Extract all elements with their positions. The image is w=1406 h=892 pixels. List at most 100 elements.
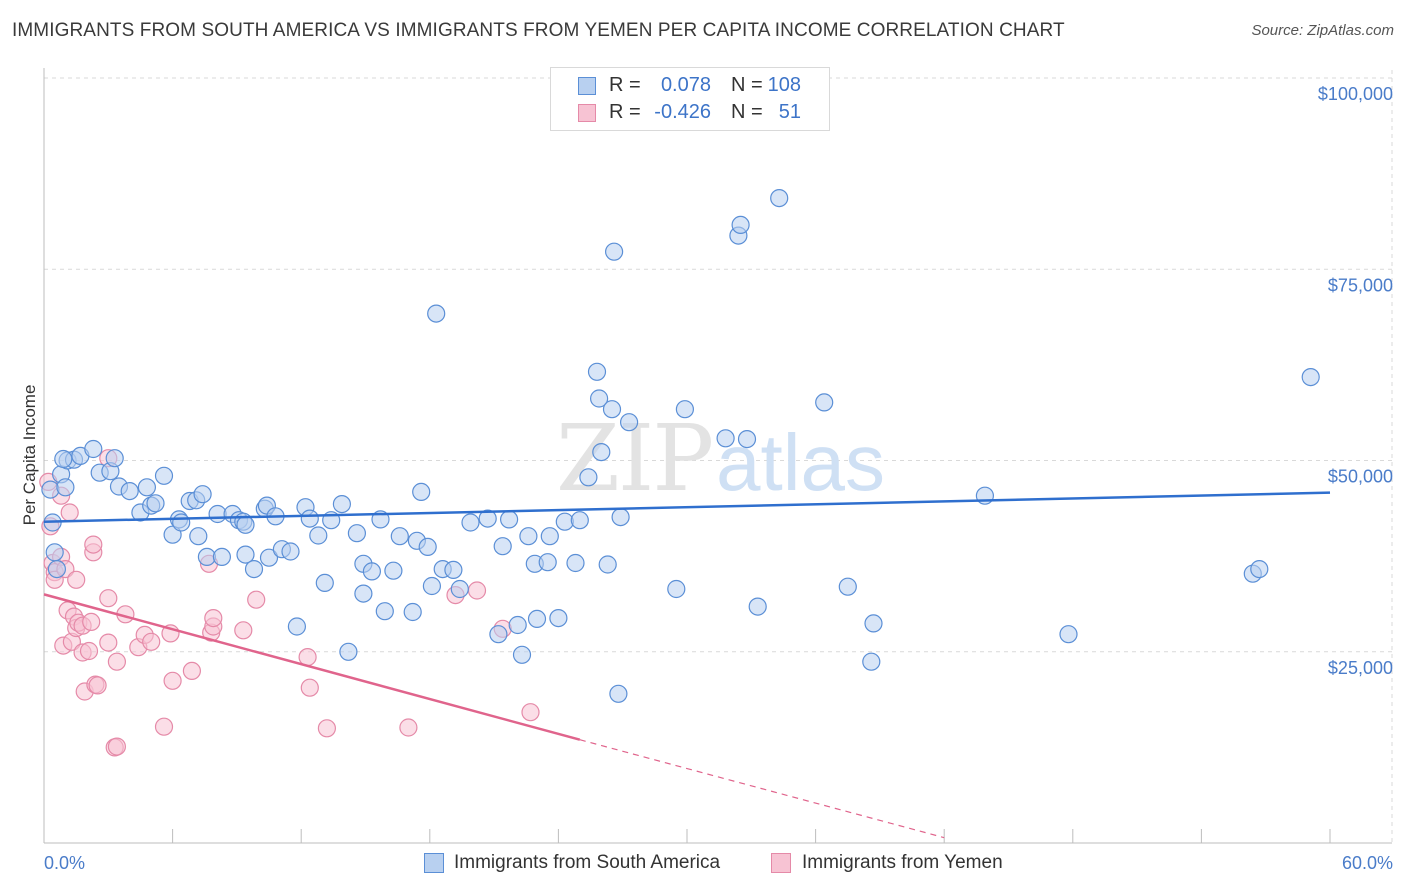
south-america-point	[770, 189, 789, 208]
yemen-point	[154, 717, 174, 736]
x-tick-label-max: 60.0%	[1342, 853, 1393, 873]
yemen-point	[300, 678, 319, 697]
south-america-point	[422, 576, 441, 596]
south-america-point	[609, 684, 628, 703]
legend-label-south-america: Immigrants from South America	[454, 852, 721, 873]
south-america-point	[493, 537, 512, 556]
south-america-point	[427, 304, 446, 323]
south-america-point	[339, 642, 358, 661]
south-america-point	[412, 482, 431, 501]
south-america-point	[461, 513, 480, 532]
south-america-point	[538, 553, 557, 572]
south-america-point	[212, 547, 231, 567]
south-america-point	[236, 545, 255, 564]
south-america-point	[172, 513, 191, 532]
south-america-point	[500, 510, 519, 529]
south-america-point	[47, 559, 67, 579]
south-america-point	[675, 400, 695, 419]
y-axis-label: Per Capita Income	[20, 385, 39, 526]
south-america-point	[731, 215, 750, 234]
legend-label-yemen: Immigrants from Yemen	[802, 852, 1003, 873]
trend-lines	[43, 491, 1331, 839]
south-america-point	[375, 602, 394, 621]
legend-n-value: 108	[767, 74, 801, 96]
south-america-point	[154, 466, 174, 485]
south-america-point	[347, 524, 366, 543]
south-america-trend-line	[43, 491, 1331, 523]
south-america-point	[815, 393, 834, 412]
series-yemen-points	[39, 449, 540, 757]
south-america-point	[1301, 368, 1320, 387]
yemen-point	[107, 652, 127, 671]
yemen-point	[79, 641, 99, 661]
south-america-point	[555, 512, 574, 531]
south-america-point	[549, 608, 568, 628]
south-america-point	[384, 561, 403, 580]
south-america-point	[418, 537, 437, 557]
y-tick-label: $50,000	[1328, 467, 1393, 487]
south-america-point	[287, 617, 306, 636]
south-america-point	[354, 584, 373, 603]
south-america-point	[45, 543, 64, 562]
series-south-america-points	[41, 189, 1320, 703]
yemen-point	[84, 535, 103, 554]
south-america-point	[54, 449, 73, 469]
legend-r-label: R =	[609, 74, 641, 96]
south-america-point	[189, 527, 208, 546]
yemen-point	[521, 703, 540, 722]
south-america-point	[390, 527, 409, 546]
yemen-point	[142, 632, 161, 651]
south-america-point	[315, 573, 334, 593]
gridlines	[44, 70, 1393, 843]
yemen-point	[82, 612, 101, 632]
yemen-point	[107, 737, 127, 756]
south-america-point	[478, 509, 497, 528]
south-america-point	[519, 527, 538, 546]
yemen-point	[60, 503, 79, 522]
correlation-legend: R = 0.078 N = 108 R = -0.426 N = 51	[550, 67, 830, 131]
yemen-point	[247, 590, 266, 609]
south-america-point	[193, 485, 212, 504]
south-america-point	[604, 242, 624, 261]
south-america-point	[667, 579, 686, 599]
south-america-point	[259, 548, 279, 567]
legend-row-south-america: R = 0.078 N = 108	[551, 74, 829, 100]
yemen-point	[88, 676, 107, 695]
south-america-point	[512, 645, 532, 664]
south-america-point	[587, 362, 607, 381]
yemen-trend-line	[43, 593, 581, 741]
axes	[43, 68, 1392, 844]
south-america-point	[236, 515, 255, 534]
south-america-point	[244, 559, 264, 579]
south-america-point	[105, 449, 124, 468]
south-america-point	[527, 609, 547, 629]
y-tick-label: $25,000	[1328, 658, 1393, 678]
south-america-point	[444, 560, 463, 580]
yemen-point	[99, 633, 118, 652]
y-tick-label: $100,000	[1318, 84, 1393, 104]
south-america-point	[748, 597, 767, 616]
south-america-point	[579, 468, 598, 487]
south-america-point	[602, 400, 622, 419]
yemen-point	[182, 661, 201, 681]
south-america-point	[611, 507, 630, 527]
south-america-point	[592, 443, 611, 462]
yemen-point	[234, 621, 253, 640]
south-america-point	[1059, 625, 1078, 644]
x-tick-label-min: 0.0%	[44, 853, 85, 873]
source-label: Source: ZipAtlas.com	[1251, 22, 1394, 39]
south-america-point	[589, 389, 609, 408]
yemen-point	[467, 581, 487, 600]
legend-n-label: N =	[731, 101, 763, 123]
yemen-point	[317, 719, 336, 738]
south-america-point	[1250, 559, 1269, 579]
south-america-point	[403, 602, 422, 622]
yemen-point	[204, 608, 223, 628]
y-tick-label: $75,000	[1328, 275, 1393, 295]
legend-swatch-pink	[578, 104, 596, 122]
legend-row-yemen: R = -0.426 N = 51	[551, 101, 829, 127]
south-america-point	[566, 553, 585, 573]
legend-r-value: -0.426	[654, 101, 711, 123]
south-america-point	[450, 579, 469, 599]
